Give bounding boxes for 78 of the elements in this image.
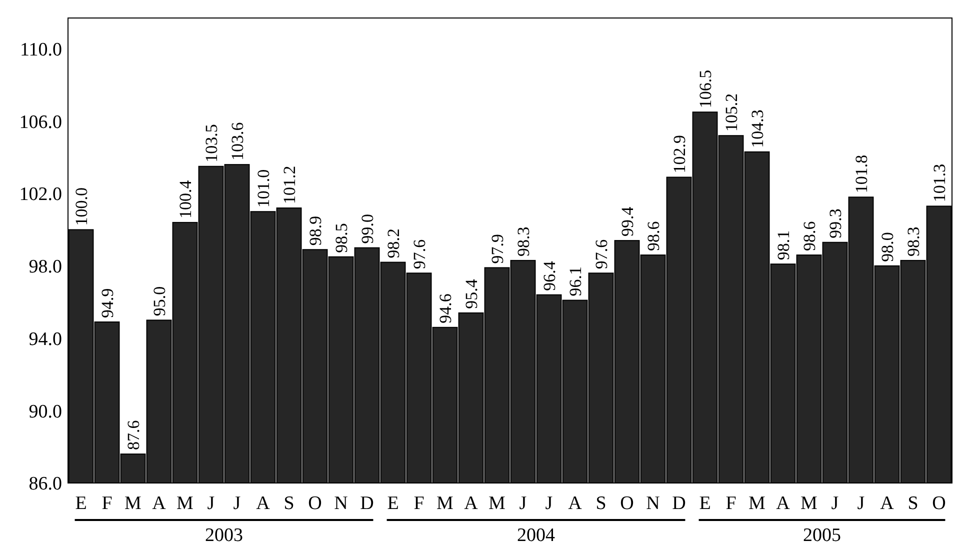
x-tick-label: F [102, 493, 112, 514]
x-tick-label: J [857, 493, 865, 514]
data-label: 95.0 [150, 286, 169, 316]
data-label: 98.5 [332, 223, 351, 253]
data-label: 102.9 [670, 134, 689, 174]
data-label: 98.0 [878, 232, 897, 262]
x-tick-label: M [748, 493, 766, 514]
data-label: 98.6 [644, 221, 663, 252]
y-tick-label: 110.0 [20, 39, 62, 60]
data-label: 97.6 [410, 239, 429, 270]
x-tick-label: N [334, 493, 348, 514]
x-tick-label: J [545, 493, 553, 514]
x-tick-label: A [152, 493, 166, 514]
x-tick-label: A [880, 493, 894, 514]
x-tick-label: J [233, 493, 241, 514]
x-tick-label: M [488, 493, 506, 514]
x-tick-label: S [596, 493, 606, 514]
data-label: 94.6 [436, 294, 455, 324]
x-tick-label: M [176, 493, 194, 514]
x-tick-label: D [672, 493, 686, 514]
data-label: 101.2 [280, 166, 299, 204]
data-label: 105.2 [722, 93, 741, 132]
x-tick-label: A [256, 493, 270, 514]
x-tick-label: M [800, 493, 818, 514]
x-tick-label: M [124, 493, 142, 514]
data-label: 87.6 [124, 420, 143, 450]
data-label: 103.6 [228, 122, 247, 161]
data-label: 98.6 [800, 221, 819, 252]
data-label: 98.3 [514, 226, 533, 256]
x-tick-label: E [387, 493, 399, 514]
data-label: 97.9 [488, 234, 507, 264]
data-label: 95.4 [462, 278, 481, 309]
data-label: 96.1 [566, 266, 585, 296]
y-tick-label: 90.0 [28, 401, 62, 422]
data-label: 101.3 [930, 164, 949, 202]
data-label: 98.1 [774, 230, 793, 260]
x-tick-label: F [414, 493, 424, 514]
y-tick-label: 86.0 [28, 474, 62, 495]
x-tick-label: E [699, 493, 711, 514]
x-tick-label: F [726, 493, 736, 514]
y-tick-label: 106.0 [19, 112, 62, 133]
x-tick-label: N [646, 493, 660, 514]
x-tick-label: D [360, 493, 374, 514]
y-tick-label: 94.0 [28, 328, 62, 350]
x-tick-label: O [932, 493, 946, 514]
x-tick-label: A [776, 493, 790, 514]
text: 2003 [205, 525, 243, 546]
x-tick-label: S [284, 493, 294, 514]
data-label: 103.5 [202, 124, 221, 162]
data-label: 99.3 [826, 208, 845, 238]
data-label: 96.4 [540, 260, 559, 291]
y-tick-label: 98.0 [28, 256, 62, 278]
data-label: 94.9 [98, 288, 117, 318]
data-label: 101.0 [254, 169, 273, 208]
x-tick-label: S [908, 493, 918, 514]
data-label: 104.3 [748, 110, 767, 148]
data-label: 98.3 [904, 226, 923, 256]
x-tick-label: J [831, 493, 839, 514]
y-tick-label: 102.0 [19, 184, 62, 206]
x-tick-label: A [568, 493, 582, 514]
x-tick-label: J [207, 493, 215, 514]
data-label: 99.4 [618, 206, 637, 237]
data-label: 100.4 [176, 180, 195, 218]
x-tick-label: A [464, 493, 478, 514]
x-tick-label: J [519, 493, 527, 514]
data-label: 98.9 [306, 216, 325, 246]
data-label: 100.0 [72, 187, 91, 226]
x-tick-label: E [75, 493, 87, 514]
text: 2004 [517, 525, 556, 546]
x-tick-label: M [436, 493, 454, 514]
data-label: 97.6 [592, 239, 611, 270]
data-label: 99.0 [358, 214, 377, 244]
x-tick-label: O [620, 493, 634, 514]
x-tick-label: O [308, 493, 322, 514]
data-label: 106.5 [696, 70, 715, 108]
text: 2005 [803, 525, 841, 546]
data-label: 98.2 [384, 228, 403, 258]
data-label: 101.8 [852, 154, 871, 194]
